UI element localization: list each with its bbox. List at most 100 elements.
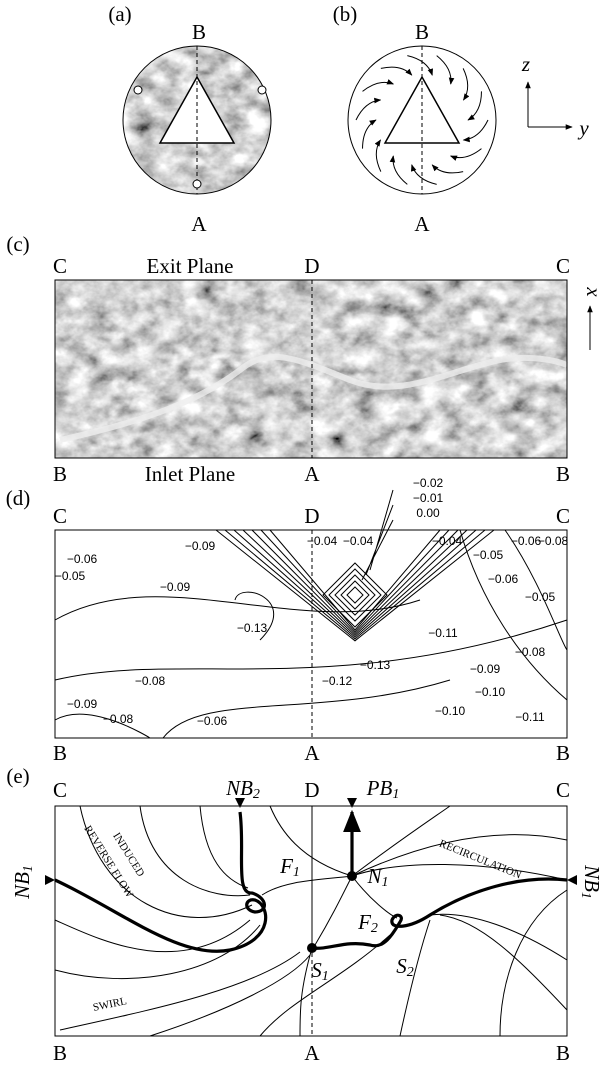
point-label: S2 [396, 954, 414, 980]
streamline [262, 876, 352, 895]
streamline [55, 920, 250, 952]
streamline [300, 948, 312, 1036]
contour [329, 569, 381, 621]
label-sub: 1 [293, 865, 300, 880]
annotation: RECIRCULATION [437, 838, 523, 882]
corner-label: D [304, 778, 319, 802]
contour-label: −0.05 [55, 569, 86, 583]
swirl-arrow [463, 120, 488, 140]
contour-label: −0.13 [360, 658, 391, 672]
swirl-arrow [376, 140, 381, 172]
label-sub: 1 [392, 787, 399, 802]
axis-label: x [582, 286, 606, 297]
contour-label: −0.08 [538, 534, 569, 548]
label-sub: 1 [382, 875, 389, 890]
corner-label: B [556, 462, 570, 486]
streamline [60, 952, 300, 1030]
hole [193, 180, 201, 188]
label-sub: 2 [371, 921, 378, 936]
panel-label: (d) [6, 486, 31, 510]
label-base: F [279, 854, 293, 878]
edge-label: A [191, 212, 207, 236]
panel-label: (b) [333, 2, 358, 26]
label-base: N [366, 864, 382, 888]
point-label: NB1 [10, 865, 36, 900]
corner-label: C [556, 504, 570, 528]
contour-label: −0.08 [135, 674, 166, 688]
contour-label: 0.00 [416, 506, 440, 520]
corner-label: A [304, 741, 320, 765]
contour-label: −0.10 [435, 704, 466, 718]
corner-label: C [53, 254, 67, 278]
axis-label: y [577, 116, 589, 140]
label-sub: 2 [407, 965, 414, 980]
edge-label: A [414, 212, 430, 236]
plane-title: Exit Plane [147, 254, 234, 278]
corner-label: B [53, 1041, 67, 1065]
contour-label: −0.13 [237, 621, 268, 635]
point-label: F1 [279, 854, 300, 880]
contour-label: −0.10 [475, 685, 506, 699]
saddle [307, 943, 317, 953]
label-base: PB [366, 776, 393, 800]
label-base: F [357, 910, 371, 934]
contour-label: −0.09 [185, 539, 216, 553]
label-base: NB [580, 864, 604, 892]
streamline [430, 914, 567, 960]
contour-label: −0.04 [343, 534, 374, 548]
contour-label: −0.09 [470, 662, 501, 676]
edge-label: B [192, 20, 206, 44]
edge-label: B [415, 20, 429, 44]
contour-label: −0.04 [307, 534, 338, 548]
corner-label: C [53, 504, 67, 528]
point-label: NB1 [578, 864, 604, 899]
label-sub: 1 [21, 865, 36, 872]
panel-label: (c) [6, 232, 29, 256]
point-label: S1 [311, 958, 329, 984]
label-base: S [311, 958, 322, 982]
corner-label: D [304, 504, 319, 528]
streamline [315, 876, 352, 945]
corner-label: B [53, 741, 67, 765]
swirl-arrow [463, 68, 468, 100]
corner-label: B [556, 741, 570, 765]
streamline [400, 920, 430, 1036]
swirl-arrow [363, 120, 376, 149]
swirl-arrow [381, 67, 412, 75]
contour-label: −0.05 [473, 548, 504, 562]
contour-label: −0.09 [160, 580, 191, 594]
contour [163, 680, 450, 738]
label-base: NB [10, 872, 34, 900]
panel-label: (a) [108, 2, 131, 26]
contour-label: −0.06 [488, 572, 519, 586]
corner-label: B [53, 462, 67, 486]
contour-label: −0.06 [67, 552, 98, 566]
swirl-arrow [407, 56, 432, 76]
corner-label: C [556, 778, 570, 802]
swirl-arrow [437, 56, 451, 84]
swirl-arrow [356, 100, 381, 120]
streamline [150, 955, 310, 1036]
label-base: S [396, 954, 407, 978]
point-label: F2 [357, 910, 378, 936]
streamline [500, 890, 567, 1036]
contour-label: −0.06 [197, 714, 228, 728]
panel-label: (e) [6, 764, 29, 788]
node [347, 871, 357, 881]
contour-label: −0.02 [413, 476, 444, 490]
hole [134, 86, 142, 94]
page: {"figure": { "panel_a": {"label": "(a)",… [0, 0, 607, 1071]
label-sub: 1 [578, 892, 593, 899]
streamline [260, 935, 390, 1036]
marker-triangle [567, 875, 577, 885]
annotation: SWIRL [92, 995, 128, 1014]
axis-label: z [521, 52, 530, 76]
corner-label: A [304, 1041, 320, 1065]
contour-label: −0.11 [428, 626, 458, 640]
swirl-arrow [451, 149, 482, 158]
contour-label: −0.05 [525, 590, 556, 604]
swirl-arrow [393, 156, 407, 184]
corner-label: A [304, 462, 320, 486]
swirl-arrow [468, 91, 481, 120]
contour-label: −0.08 [103, 712, 134, 726]
